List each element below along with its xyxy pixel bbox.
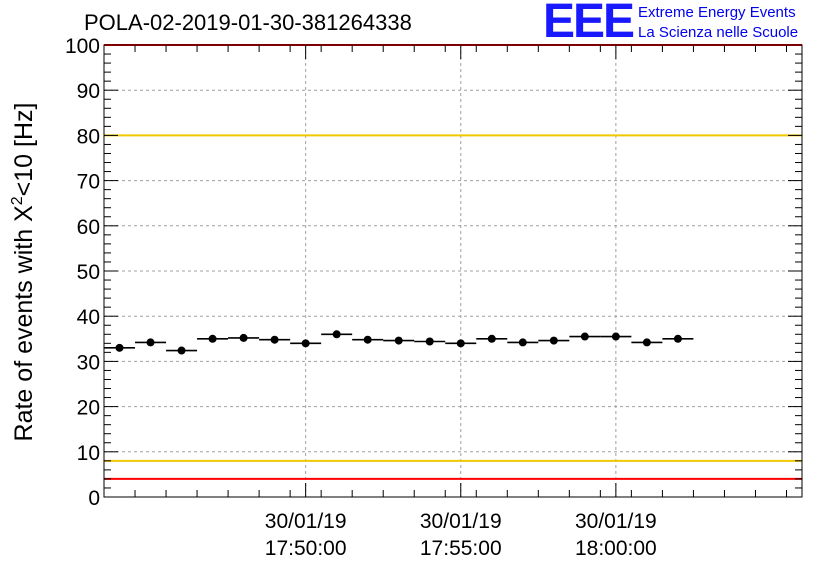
y-tick-label: 70: [77, 171, 100, 194]
data-point: [177, 346, 186, 355]
y-tick-label: 40: [77, 306, 100, 329]
y-tick-label: 30: [77, 351, 100, 374]
grid-layer: [104, 45, 802, 497]
y-tick-label: 10: [77, 442, 100, 465]
x-tick-label-date: 30/01/19: [420, 510, 502, 533]
data-point: [611, 332, 620, 341]
data-point: [332, 330, 341, 339]
data-point: [456, 339, 465, 348]
x-tick-label-date: 30/01/19: [575, 510, 657, 533]
x-tick-label-time: 17:55:00: [420, 537, 502, 560]
data-point: [549, 336, 558, 345]
logo-line1: Extreme Energy Events: [638, 4, 796, 21]
data-point: [642, 338, 651, 347]
data-point: [425, 337, 434, 346]
data-point: [270, 335, 279, 344]
data-series: [104, 330, 694, 355]
y-tick-label: 50: [77, 261, 100, 284]
y-tick-label: 60: [77, 216, 100, 239]
y-tick-label: 100: [65, 35, 100, 58]
y-axis: 0 10 20 30 40 50 60 70 80 90 100: [65, 35, 802, 510]
data-point: [239, 333, 248, 342]
data-point: [363, 335, 372, 344]
data-point: [301, 339, 310, 348]
logo-line2: La Scienza nelle Scuole: [638, 24, 799, 41]
x-tick-label-time: 18:00:00: [575, 537, 657, 560]
x-tick-label-date: 30/01/19: [265, 510, 347, 533]
data-point: [580, 332, 589, 341]
data-point: [208, 334, 217, 343]
y-tick-label: 90: [77, 80, 100, 103]
logo-mark: EEE: [543, 0, 635, 48]
data-point: [115, 343, 124, 352]
x-tick-label-time: 17:50:00: [265, 537, 347, 560]
y-tick-label: 0: [88, 487, 100, 510]
y-tick-label: 20: [77, 397, 100, 420]
data-point: [487, 334, 496, 343]
data-point: [146, 338, 155, 347]
y-axis-label: Rate of events with X2<10 [Hz]: [9, 103, 38, 442]
chart-title: POLA-02-2019-01-30-381264338: [84, 10, 412, 35]
data-point: [518, 338, 527, 347]
y-tick-label: 80: [77, 125, 100, 148]
data-point: [673, 334, 682, 343]
data-point: [394, 336, 403, 345]
reference-lines: [104, 44, 802, 480]
x-axis: 30/01/19 17:50:00 30/01/19 17:55:00 30/01/19…: [103, 45, 787, 560]
